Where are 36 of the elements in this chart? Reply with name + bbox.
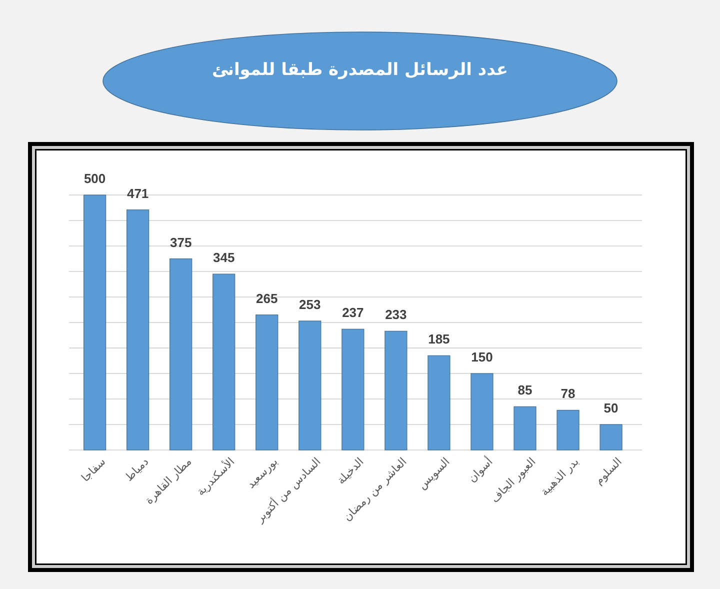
chart-title: عدد الرسائل المصدرة طبقا للموانئ [212,60,508,80]
data-label: 265 [256,290,278,306]
data-label: 375 [170,234,192,250]
data-label: 78 [560,386,576,402]
data-label: 237 [342,305,364,320]
bar [384,330,408,450]
bar [84,194,106,450]
data-label: 471 [126,186,149,201]
x-tick-label: السلوم [592,455,624,488]
bar [470,373,494,450]
x-tick-label: بدر الذهبية [538,455,582,498]
x-tick-label: بورسعيد [244,455,280,491]
data-label: 150 [471,350,493,364]
bar [212,274,236,450]
data-label: 253 [299,296,321,312]
x-tick-label: السويس [416,455,452,492]
x-tick-label: دمياط [122,455,152,484]
bar [126,209,150,450]
bar [256,314,278,450]
data-label: 50 [604,400,618,416]
bar [298,320,322,450]
bar [600,424,622,450]
bar [556,410,580,450]
bar [342,328,364,450]
x-tick-label: سفاجا [78,455,108,484]
bar [170,258,192,450]
data-label: 233 [385,307,407,322]
data-label: 85 [518,382,532,398]
x-tick-label: أسوان [464,454,496,485]
bar [428,355,450,450]
data-label: 500 [84,171,106,186]
bar [514,406,536,450]
data-label: 185 [428,332,450,347]
data-label: 345 [213,250,235,266]
x-tick-label: الأسكندرية [193,454,238,498]
x-tick-label: الدخيلة [334,455,366,487]
